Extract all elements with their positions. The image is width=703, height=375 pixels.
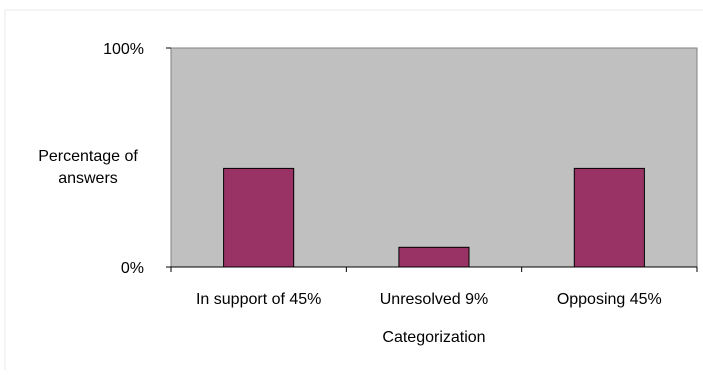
y-axis-label-line-2: answers <box>58 170 118 187</box>
y-tick-label-0: 0% <box>121 260 144 277</box>
bar-in-support <box>223 167 295 268</box>
x-category-labels: In support of 45% Unresolved 9% Opposing… <box>196 291 662 308</box>
x-category-label-in-support: In support of 45% <box>196 291 321 308</box>
x-axis-ticks <box>170 267 698 272</box>
x-axis-label: Categorization <box>382 329 485 346</box>
y-tick-label-100: 100% <box>103 41 144 58</box>
x-category-label-unresolved: Unresolved 9% <box>380 291 489 308</box>
bar-opposing <box>573 167 645 268</box>
y-axis-label-line-1: Percentage of <box>38 148 138 165</box>
y-axis-ticks <box>166 47 171 268</box>
y-axis-label: Percentage of answers <box>38 148 138 187</box>
x-category-label-opposing: Opposing 45% <box>557 291 662 308</box>
bars-group <box>223 167 645 268</box>
plot-area <box>166 47 698 272</box>
bar-unresolved <box>398 246 470 268</box>
y-tick-labels: 100% 0% <box>103 41 144 277</box>
